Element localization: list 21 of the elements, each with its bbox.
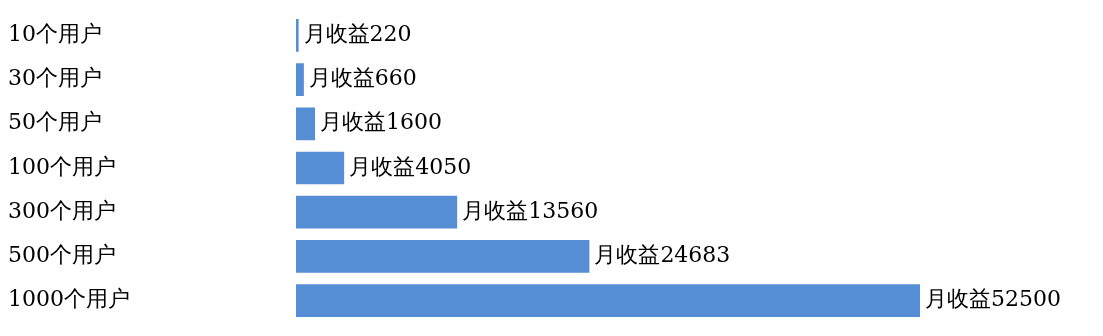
y-tick-label: 50个用户	[8, 109, 102, 135]
y-tick-label: 300个用户	[8, 197, 116, 223]
y-tick-label: 100个用户	[8, 153, 116, 179]
data-label: 月收益24683	[594, 242, 731, 268]
data-label: 月收益13560	[462, 197, 599, 223]
bar	[296, 284, 920, 318]
data-label: 月收益4050	[349, 153, 472, 179]
data-label: 月收益1600	[320, 109, 443, 135]
data-label: 月收益220	[303, 21, 412, 47]
bar	[296, 151, 345, 185]
bar	[296, 63, 304, 96]
bar	[296, 240, 590, 273]
y-tick-label: 30个用户	[8, 65, 102, 91]
y-tick-label: 500个用户	[8, 242, 116, 268]
data-label: 月收益52500	[925, 286, 1061, 312]
bar	[296, 18, 299, 52]
bar	[296, 195, 458, 229]
data-label: 月收益660	[308, 65, 417, 91]
y-tick-label: 10个用户	[8, 21, 102, 47]
y-tick-label: 1000个用户	[8, 286, 130, 312]
bar	[296, 107, 316, 141]
